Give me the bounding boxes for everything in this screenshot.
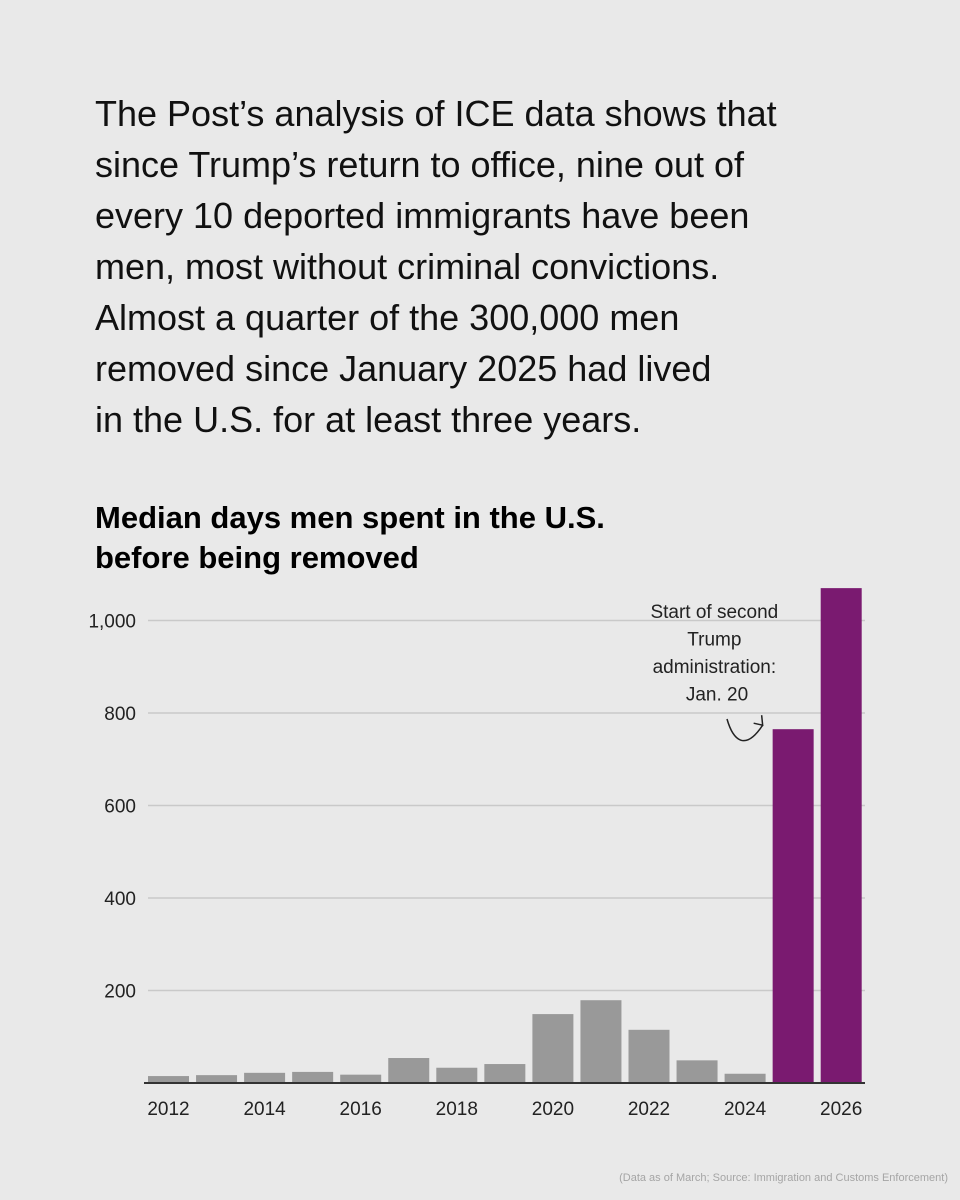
bar-2018 (436, 1067, 478, 1083)
intro-paragraph: The Post’s analysis of ICE data shows th… (95, 88, 855, 445)
bar-2023 (676, 1060, 718, 1083)
y-tick-label: 1,000 (88, 612, 136, 633)
chart-title: Median days men spent in the U.S. before… (95, 498, 795, 578)
bar-2015 (292, 1071, 334, 1083)
annotation-line: administration: (653, 657, 777, 678)
annotation: Start of second Trump administration: Ja… (650, 602, 783, 742)
bar-2012 (148, 1076, 189, 1083)
intro-line: The Post’s analysis of ICE data shows th… (95, 93, 777, 134)
annotation-line: Start of second (650, 602, 778, 623)
x-tick-label: 2018 (436, 1099, 478, 1120)
intro-line: men, most without criminal convictions. (95, 246, 720, 287)
bar-2024 (724, 1073, 766, 1083)
chart-title-line: before being removed (95, 540, 419, 575)
bar-2022 (628, 1029, 670, 1083)
annotation-text: Start of second Trump administration: Ja… (650, 602, 783, 706)
y-tick-label: 400 (104, 889, 136, 910)
bar-2019 (484, 1064, 526, 1083)
bars (148, 588, 862, 1083)
y-tick-label: 600 (104, 797, 136, 818)
x-tick-label: 2012 (147, 1099, 189, 1120)
annotation-arrowhead (753, 715, 764, 727)
x-tick-label: 2024 (724, 1099, 767, 1120)
bar-2025 (772, 729, 814, 1083)
x-tick-label: 2014 (243, 1099, 286, 1120)
annotation-line: Trump (687, 630, 741, 651)
bar-2026 (820, 588, 862, 1083)
intro-line: in the U.S. for at least three years. (95, 399, 642, 440)
y-tick-label: 800 (104, 704, 136, 725)
intro-line: every 10 deported immigrants have been (95, 195, 750, 236)
intro-line: removed since January 2025 had lived (95, 348, 712, 389)
bar-2014 (244, 1072, 286, 1083)
y-tick-label: 200 (104, 982, 136, 1003)
source-note: (Data as of March; Source: Immigration a… (619, 1172, 948, 1184)
x-tick-label: 2020 (532, 1099, 574, 1120)
bar-2017 (388, 1058, 430, 1083)
bar-2020 (532, 1014, 574, 1083)
annotation-line: Jan. 20 (686, 685, 748, 706)
x-tick-label: 2022 (628, 1099, 670, 1120)
bar-2013 (196, 1075, 238, 1083)
bar-2016 (340, 1074, 382, 1083)
x-tick-label: 2026 (820, 1099, 862, 1120)
bar-2021 (580, 1000, 622, 1083)
intro-line: Almost a quarter of the 300,000 men (95, 297, 680, 338)
intro-line: since Trump’s return to office, nine out… (95, 144, 745, 185)
x-tick-label: 2016 (340, 1099, 382, 1120)
axes: 200 400 600 800 1,000 2012 2014 2016 2018 2020 202… (88, 612, 865, 1120)
chart-title-line: Median days men spent in the U.S. (95, 500, 605, 535)
annotation-arrow (726, 718, 764, 742)
gridlines (148, 619, 865, 992)
